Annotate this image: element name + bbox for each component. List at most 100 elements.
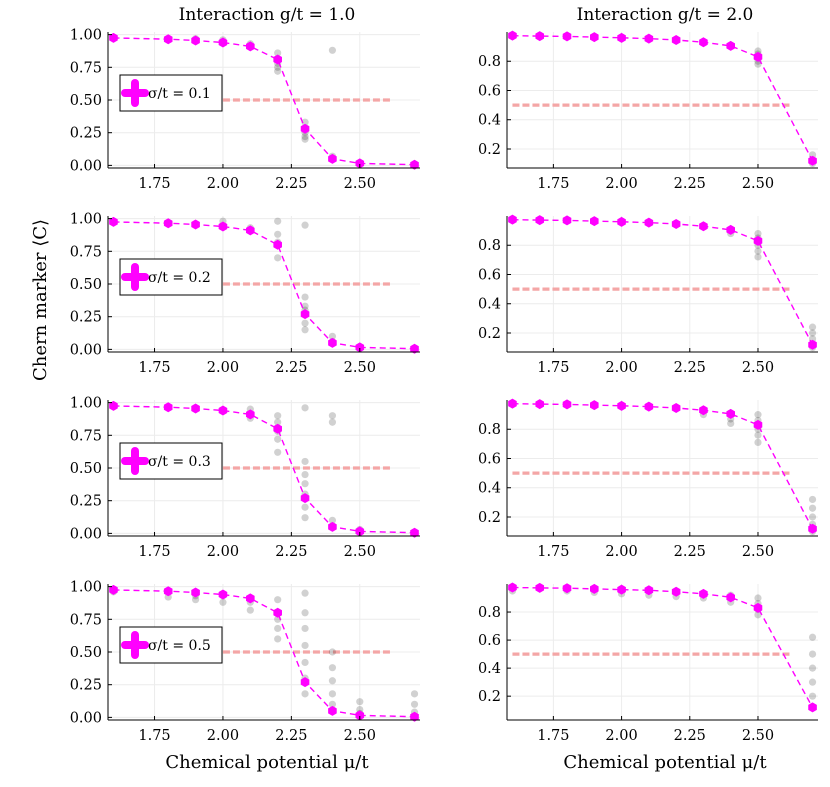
x-tick-label: 2.00	[207, 544, 239, 560]
sample-point	[274, 418, 282, 426]
mean-marker	[109, 584, 118, 595]
mean-marker	[589, 32, 599, 43]
sample-point	[808, 678, 817, 686]
sample-point	[328, 418, 337, 426]
y-tick-label: 1.00	[70, 212, 102, 228]
y-tick-label: 0.50	[70, 93, 102, 109]
sample-point	[274, 596, 282, 604]
sample-point	[808, 513, 817, 521]
mean-marker	[410, 159, 419, 170]
mean-marker	[273, 423, 282, 434]
sample-point	[301, 457, 309, 466]
y-tick-label: 0.75	[70, 612, 102, 628]
panel-0-0: 1.75 2.00 2.25 2.50 0.00 0.25 0.50 0.75 1.00 σ/t …	[70, 28, 420, 192]
sample-point	[274, 230, 282, 238]
sample-point	[274, 412, 282, 420]
sample-point	[164, 593, 172, 601]
sample-point	[808, 633, 817, 641]
mean-marker	[218, 589, 228, 600]
mean-marker	[109, 216, 118, 227]
mean-marker	[508, 214, 517, 225]
panel-1-0: 1.75 2.00 2.25 2.50 0.00 0.25 0.50 0.75 1.00 σ/t …	[70, 212, 420, 376]
panel-3-0: 1.75 2.00 2.25 2.50 0.00 0.25 0.50 0.75 1.00 σ/t …	[70, 580, 420, 744]
y-axis-label: Chern marker ⟨C⟩	[30, 219, 51, 381]
mean-marker	[109, 400, 118, 411]
mean-marker	[218, 221, 228, 232]
mean-marker	[808, 339, 817, 350]
x-tick-label: 2.50	[344, 544, 376, 560]
sample-point	[301, 319, 309, 327]
mean-marker	[191, 587, 200, 598]
x-tick-label: 1.75	[537, 544, 569, 560]
sample-point	[754, 229, 762, 238]
mean-marker	[562, 399, 572, 410]
x-tick-label: 2.50	[344, 728, 376, 744]
sample-point	[301, 624, 309, 633]
sample-point	[356, 698, 364, 706]
mean-marker	[753, 235, 763, 246]
mean-marker	[589, 400, 599, 411]
mean-marker	[699, 221, 708, 232]
sample-point	[301, 589, 309, 597]
mean-marker	[671, 35, 681, 46]
y-tick-label: 0.25	[70, 494, 102, 510]
mean-marker	[328, 705, 337, 716]
mean-marker	[300, 677, 310, 688]
sample-point	[754, 431, 762, 439]
mean-line	[113, 37, 415, 166]
x-tick-label: 1.75	[537, 176, 569, 192]
mean-marker	[644, 33, 654, 44]
sample-point	[328, 648, 337, 656]
mean-marker	[246, 41, 255, 52]
sample-point	[754, 438, 762, 447]
sample-point	[754, 253, 762, 261]
sample-point	[328, 700, 337, 708]
sample-point	[246, 606, 254, 614]
y-tick-label: 0.8	[478, 54, 501, 70]
x-tick-label: 2.00	[207, 360, 239, 376]
mean-marker	[753, 51, 763, 62]
legend: σ/t = 0.5	[119, 626, 223, 664]
y-tick-label: 0.25	[70, 126, 102, 142]
sample-point	[328, 664, 337, 672]
mean-marker	[535, 399, 545, 410]
sample-point	[328, 412, 337, 420]
mean-marker	[699, 37, 708, 48]
x-tick-label: 2.00	[605, 360, 637, 376]
x-tick-label: 1.75	[138, 176, 170, 192]
y-tick-label: 0.75	[70, 428, 102, 444]
mean-marker	[508, 398, 517, 409]
sample-point	[274, 624, 282, 633]
y-tick-label: 1.00	[70, 28, 102, 44]
mean-marker	[562, 215, 572, 226]
mean-marker	[218, 405, 228, 416]
sample-point	[301, 480, 309, 488]
mean-marker	[246, 409, 255, 420]
x-tick-label: 1.75	[537, 728, 569, 744]
mean-marker	[617, 32, 626, 43]
mean-marker	[562, 583, 572, 594]
y-tick-label: 0.00	[70, 158, 102, 174]
mean-marker	[191, 403, 200, 414]
sample-point	[274, 49, 282, 57]
y-tick-label: 1.00	[70, 580, 102, 596]
sample-point	[301, 118, 309, 126]
sample-point	[328, 516, 337, 524]
legend: σ/t = 0.2	[119, 258, 223, 296]
x-tick-label: 2.25	[674, 176, 706, 192]
legend: σ/t = 0.1	[119, 74, 223, 112]
x-tick-label: 1.75	[537, 360, 569, 376]
x-axis-label-right: Chemical potential μ/t	[563, 752, 767, 773]
mean-marker	[726, 592, 736, 603]
sample-point	[754, 60, 762, 68]
mean-marker	[410, 527, 419, 538]
mean-marker	[355, 526, 365, 537]
x-tick-label: 2.50	[742, 728, 774, 744]
x-tick-label: 2.00	[605, 728, 637, 744]
mean-marker	[328, 153, 337, 164]
mean-marker	[535, 215, 545, 226]
y-tick-label: 0.50	[70, 645, 102, 661]
legend-label: σ/t = 0.2	[148, 270, 211, 286]
x-tick-label: 2.25	[674, 728, 706, 744]
mean-marker	[273, 607, 282, 618]
